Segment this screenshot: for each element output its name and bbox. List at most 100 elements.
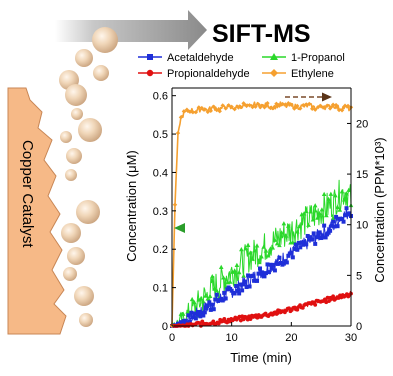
legend: Acetaldehyde 1-Propanol Propionaldehyde …	[138, 52, 345, 80]
data-point	[261, 244, 267, 249]
data-point	[221, 275, 226, 280]
data-point	[175, 130, 181, 136]
data-point	[344, 206, 349, 211]
data-point	[218, 264, 224, 269]
flow-arrow	[55, 10, 207, 50]
legend-label: Ethylene	[291, 68, 334, 80]
data-point	[211, 307, 216, 312]
bubble	[92, 27, 118, 53]
data-point	[213, 297, 218, 302]
data-point	[298, 106, 303, 111]
data-point	[195, 312, 200, 317]
data-point	[322, 297, 327, 302]
data-point	[268, 105, 273, 111]
data-point	[279, 230, 284, 235]
data-point	[277, 103, 282, 108]
data-point	[222, 317, 227, 321]
data-point	[321, 104, 327, 110]
data-point	[337, 207, 343, 212]
data-point	[270, 245, 275, 250]
data-point	[241, 273, 246, 278]
data-point	[274, 241, 280, 246]
data-point	[202, 107, 208, 112]
data-point	[299, 240, 304, 245]
data-point	[259, 270, 264, 275]
bubble	[79, 313, 93, 327]
data-point	[212, 286, 217, 291]
y-tick-label: 0.3	[153, 206, 168, 218]
data-point	[317, 210, 322, 216]
right-ticks: 0 5 10 15 20	[347, 118, 368, 333]
data-point	[304, 102, 309, 107]
data-point	[327, 106, 333, 111]
data-point	[193, 316, 198, 321]
data-point	[244, 103, 249, 109]
y-tick-label: 0.1	[153, 283, 168, 295]
data-point	[190, 315, 195, 320]
bubble	[65, 84, 87, 106]
data-point	[255, 278, 260, 283]
bubble	[78, 118, 102, 142]
data-point	[180, 311, 186, 316]
data-point	[342, 103, 348, 108]
data-point	[259, 103, 264, 109]
data-point	[256, 102, 261, 107]
data-point	[324, 212, 329, 218]
legend-item-propanol: 1-Propanol	[262, 52, 345, 64]
data-point	[172, 202, 178, 207]
series-propanol	[169, 179, 354, 328]
data-point	[204, 306, 209, 311]
data-point	[244, 285, 249, 290]
data-point	[183, 318, 188, 323]
data-point	[229, 104, 234, 110]
data-point	[245, 242, 251, 247]
data-point	[226, 103, 231, 108]
data-point	[208, 108, 213, 114]
data-point	[275, 261, 280, 266]
data-point	[241, 101, 246, 106]
data-point	[216, 321, 221, 326]
data-point	[210, 302, 215, 307]
y-right-axis-title: Concentration (PPM*10³)	[372, 137, 387, 282]
y-right-tick-label: 15	[356, 169, 368, 181]
series-acetaldehyde	[170, 206, 353, 328]
data-point	[209, 273, 215, 279]
data-point	[248, 317, 253, 322]
data-point	[341, 197, 347, 202]
data-point	[312, 203, 318, 208]
data-point	[333, 102, 339, 108]
data-point	[230, 269, 235, 274]
sift-ms-title: SIFT-MS	[212, 20, 311, 48]
data-point	[238, 104, 243, 110]
data-point	[208, 307, 213, 312]
series-ethylene	[169, 100, 354, 329]
data-point	[205, 296, 211, 301]
data-point	[281, 221, 287, 226]
series-propionaldehyde	[170, 291, 353, 328]
y-tick-label: 0.2	[153, 244, 168, 256]
data-point	[308, 209, 314, 214]
bubbles	[59, 27, 118, 327]
legend-item-ethylene: Ethylene	[262, 68, 334, 80]
x-axis-title: Time (min)	[230, 350, 292, 365]
y-tick-label: 0.6	[153, 91, 168, 103]
data-point	[265, 100, 270, 106]
copper-catalyst-block	[7, 87, 67, 335]
data-point	[324, 103, 330, 108]
data-point	[286, 101, 291, 106]
data-point	[330, 102, 336, 107]
data-point	[301, 242, 306, 247]
y-right-tick-label: 10	[356, 220, 368, 232]
data-point	[192, 300, 197, 305]
data-point	[290, 255, 295, 260]
data-point	[256, 271, 261, 276]
data-point	[313, 107, 318, 112]
data-point	[317, 230, 322, 235]
legend-item-acetaldehyde: Acetaldehyde	[138, 52, 234, 64]
data-point	[265, 253, 271, 258]
data-point	[202, 310, 207, 315]
data-point	[280, 101, 285, 107]
data-point	[272, 268, 277, 273]
data-point	[190, 109, 196, 115]
data-point	[253, 104, 258, 109]
